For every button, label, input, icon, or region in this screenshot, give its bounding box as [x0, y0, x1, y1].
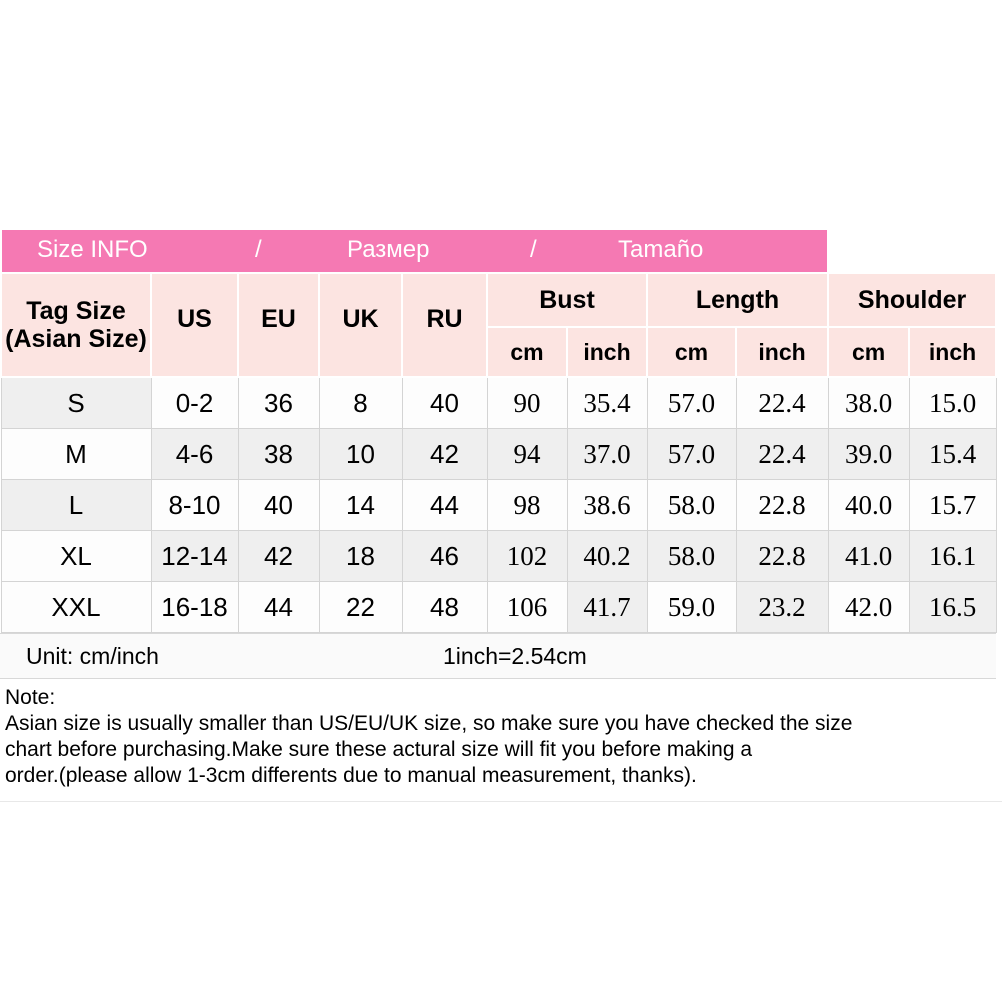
- table-cell: 10: [318, 428, 403, 480]
- header-shoulder-cm: cm: [827, 326, 911, 378]
- table-cell: 15.0: [908, 376, 997, 429]
- table-cell: 16.1: [908, 530, 997, 582]
- banner-row: Size INFO / Размер / Tamaño: [0, 228, 998, 274]
- table-cell: 40.2: [566, 530, 648, 582]
- table-cell: 57.0: [646, 428, 737, 480]
- header-sub-row: cm inch cm inch cm inch: [1, 326, 998, 378]
- table-cell: 16-18: [150, 581, 239, 633]
- table-cell: 42.0: [827, 581, 910, 633]
- header-us: US: [150, 272, 239, 378]
- header-uk: UK: [318, 272, 403, 378]
- table-row-m: M 4-6 38 10 42 94 37.0 57.0 22.4 39.0 15…: [0, 428, 997, 480]
- table-cell: 94: [486, 428, 568, 480]
- table-cell: 16.5: [908, 581, 997, 633]
- table-row-l: L 8-10 40 14 44 98 38.6 58.0 22.8 40.0 1…: [0, 479, 997, 531]
- table-cell: 22.4: [735, 428, 829, 480]
- banner-tamano: Tamaño: [618, 236, 704, 263]
- table-cell: 41.7: [566, 581, 648, 633]
- tag-size-header-line2: (Asian Size): [5, 325, 147, 353]
- table-cell: 15.7: [908, 479, 997, 531]
- table-cell: 58.0: [646, 530, 737, 582]
- table-cell: 59.0: [646, 581, 737, 633]
- header-length-inch: inch: [734, 326, 830, 378]
- tag-size-cell: XXL: [0, 581, 152, 633]
- header-bust: Bust: [486, 272, 648, 328]
- header-ru: RU: [401, 272, 488, 378]
- table-cell: 46: [401, 530, 488, 582]
- table-cell: 106: [486, 581, 568, 633]
- table-cell: 58.0: [646, 479, 737, 531]
- table-row-s: S 0-2 36 8 40 90 35.4 57.0 22.4 38.0 15.…: [0, 376, 997, 429]
- header-shoulder-inch: inch: [908, 326, 998, 378]
- tag-size-cell: M: [0, 428, 152, 480]
- header-group-row: Tag Size (Asian Size) US EU UK RU Bust L…: [0, 272, 998, 378]
- table-cell: 39.0: [827, 428, 910, 480]
- banner-slash-1: /: [255, 236, 262, 263]
- table-cell: 102: [486, 530, 568, 582]
- banner-slash-2: /: [530, 236, 537, 263]
- unit-row: Unit: cm/inch 1inch=2.54cm: [0, 633, 996, 679]
- table-cell: 42: [401, 428, 488, 480]
- size-info-banner: Size INFO / Размер / Tamaño: [0, 228, 830, 274]
- table-cell: 38.6: [566, 479, 648, 531]
- note-label: Note:: [5, 686, 56, 709]
- table-cell: 22.8: [735, 479, 829, 531]
- banner-empty-cell: [827, 228, 998, 274]
- table-cell: 22: [318, 581, 403, 633]
- table-cell: 0-2: [150, 376, 239, 429]
- table-cell: 42: [237, 530, 320, 582]
- note-section: Note: Asian size is usually smaller than…: [0, 679, 1002, 802]
- tag-size-header: Tag Size (Asian Size): [0, 272, 152, 378]
- tag-size-cell: L: [0, 479, 152, 531]
- table-cell: 35.4: [566, 376, 648, 429]
- table-cell: 8-10: [150, 479, 239, 531]
- table-cell: 44: [237, 581, 320, 633]
- note-line-1: Asian size is usually smaller than US/EU…: [5, 712, 853, 735]
- table-cell: 40: [237, 479, 320, 531]
- table-cell: 14: [318, 479, 403, 531]
- table-cell: 98: [486, 479, 568, 531]
- header-bust-inch: inch: [566, 326, 648, 378]
- header-bust-cm: cm: [486, 326, 568, 378]
- tag-size-cell: XL: [0, 530, 152, 582]
- table-cell: 23.2: [735, 581, 829, 633]
- table-cell: 18: [318, 530, 403, 582]
- table-cell: 90: [486, 376, 568, 429]
- table-cell: 4-6: [150, 428, 239, 480]
- tag-size-header-line1: Tag Size: [26, 297, 126, 325]
- banner-razmer: Размер: [347, 236, 430, 263]
- table-cell: 41.0: [827, 530, 910, 582]
- unit-label: Unit: cm/inch: [26, 643, 159, 669]
- table-cell: 22.8: [735, 530, 829, 582]
- size-chart-content: Size INFO / Размер / Tamaño Tag Size (As…: [0, 228, 1002, 802]
- banner-size-info: Size INFO: [37, 236, 148, 263]
- table-cell: 38.0: [827, 376, 910, 429]
- table-cell: 8: [318, 376, 403, 429]
- table-cell: 36: [237, 376, 320, 429]
- header-shoulder: Shoulder: [827, 272, 998, 328]
- header-eu: EU: [237, 272, 320, 378]
- table-cell: 15.4: [908, 428, 997, 480]
- table-cell: 44: [401, 479, 488, 531]
- table-cell: 48: [401, 581, 488, 633]
- table-cell: 22.4: [735, 376, 829, 429]
- table-cell: 37.0: [566, 428, 648, 480]
- table-cell: 40: [401, 376, 488, 429]
- table-row-xxl: XXL 16-18 44 22 48 106 41.7 59.0 23.2 42…: [0, 581, 997, 633]
- table-cell: 40.0: [827, 479, 910, 531]
- inch-conversion: 1inch=2.54cm: [443, 643, 587, 669]
- tag-size-cell: S: [0, 376, 152, 429]
- header-length: Length: [645, 272, 830, 328]
- table-cell: 38: [237, 428, 320, 480]
- header-length-cm: cm: [646, 326, 737, 378]
- table-cell: 12-14: [150, 530, 239, 582]
- note-line-3: order.(please allow 1-3cm differents due…: [5, 764, 697, 787]
- size-chart-table: Size INFO / Размер / Tamaño Tag Size (As…: [0, 228, 998, 633]
- table-row-xl: XL 12-14 42 18 46 102 40.2 58.0 22.8 41.…: [0, 530, 997, 582]
- note-line-2: chart before purchasing.Make sure these …: [5, 738, 753, 761]
- table-cell: 57.0: [646, 376, 737, 429]
